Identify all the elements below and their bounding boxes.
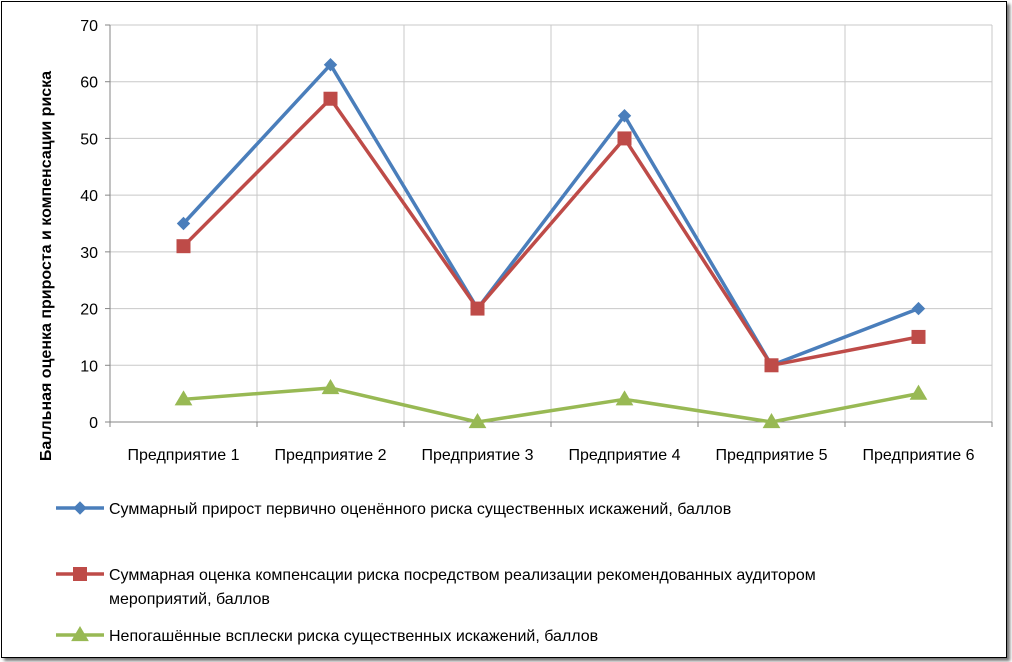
data-point-marker (468, 413, 487, 429)
data-point-marker (762, 413, 781, 429)
legend-marker (71, 626, 89, 642)
legend-label: Суммарная оценка компенсации риска посре… (109, 567, 816, 584)
y-tick-label: 60 (80, 75, 98, 92)
x-tick-labels: Предприятие 1 Предприятие 2 Предприятие 3 П… (128, 447, 975, 464)
data-point-marker (911, 329, 926, 344)
data-point-marker (321, 378, 340, 395)
x-tick-label: Предприятие 5 (716, 447, 828, 464)
y-tick-label: 20 (80, 302, 98, 319)
x-tick-label: Предприятие 1 (128, 447, 240, 464)
y-tick-label: 50 (80, 131, 98, 148)
legend-marker (73, 501, 87, 515)
legend-entry-1: Суммарный прирост первично оценённого ри… (56, 501, 731, 518)
legend-entry-2: Суммарная оценка компенсации риска посре… (56, 567, 816, 608)
gridlines (110, 24, 993, 422)
y-axis-title: Балльная оценка прироста и компенсации р… (38, 71, 55, 461)
data-point-marker (617, 131, 632, 146)
y-tick-label: 70 (80, 18, 98, 35)
legend-entry-3: Непогашённые всплески риска существенных… (56, 626, 598, 645)
series-line (181, 386, 921, 424)
data-point-marker (617, 109, 632, 123)
series-line (181, 62, 921, 368)
y-tick-label: 10 (80, 358, 98, 375)
axes (105, 24, 993, 427)
x-tick-label: Предприятие 4 (569, 447, 681, 464)
y-tick-labels: 0 10 20 30 40 50 60 70 (80, 18, 98, 432)
data-point-marker (176, 239, 191, 254)
legend-label: мероприятий, баллов (109, 591, 270, 608)
x-tick-label: Предприятие 6 (863, 447, 975, 464)
data-point-marker (470, 301, 485, 316)
legend-label: Суммарный прирост первично оценённого ри… (109, 501, 731, 518)
series-line (181, 96, 921, 368)
data-point-marker (174, 390, 193, 406)
y-tick-label: 30 (80, 245, 98, 262)
data-point-marker (615, 390, 634, 406)
x-tick-label: Предприятие 3 (422, 447, 534, 464)
x-tick-label: Предприятие 2 (275, 447, 387, 464)
legend-marker (73, 567, 87, 581)
legend: Суммарный прирост первично оценённого ри… (56, 501, 816, 645)
legend-label: Непогашённые всплески риска существенных… (109, 628, 598, 645)
data-point-marker (323, 91, 338, 106)
series-3 (174, 378, 928, 429)
series-lines (174, 57, 928, 429)
y-tick-label: 0 (89, 415, 98, 432)
data-point-marker (911, 301, 926, 316)
data-point-marker (176, 216, 191, 231)
data-point-marker (764, 358, 779, 373)
y-tick-label: 40 (80, 188, 98, 205)
series-2 (176, 91, 926, 373)
data-point-marker (909, 384, 928, 400)
data-point-marker (323, 57, 338, 72)
